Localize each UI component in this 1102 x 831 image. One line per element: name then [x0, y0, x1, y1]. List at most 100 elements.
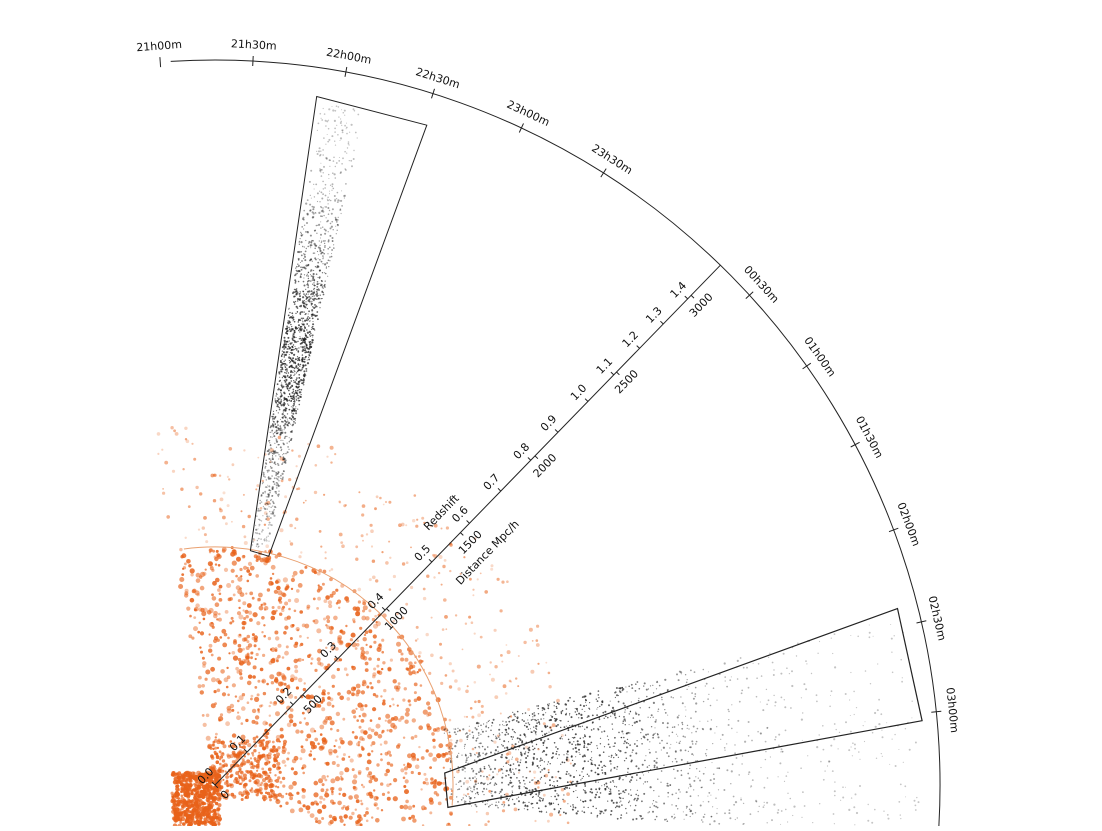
galaxy-point	[309, 355, 311, 357]
galaxy-point	[635, 774, 638, 776]
galaxy-point	[258, 743, 262, 748]
galaxy-point	[304, 351, 307, 354]
galaxy-point	[292, 390, 295, 393]
galaxy-point	[348, 815, 353, 820]
galaxy-point	[260, 494, 263, 497]
galaxy-point	[307, 281, 309, 283]
galaxy-point	[363, 633, 367, 637]
galaxy-point	[553, 808, 556, 811]
galaxy-point	[741, 755, 744, 757]
galaxy-point	[323, 242, 326, 245]
galaxy-point	[273, 514, 276, 517]
galaxy-point	[321, 286, 324, 288]
galaxy-point	[285, 398, 288, 401]
galaxy-point	[266, 502, 269, 505]
galaxy-point	[320, 700, 324, 704]
galaxy-point	[238, 614, 244, 620]
galaxy-point	[563, 794, 565, 796]
galaxy-point	[498, 771, 500, 773]
galaxy-point	[283, 458, 285, 460]
galaxy-point	[272, 511, 274, 513]
galaxy-point	[195, 572, 201, 578]
galaxy-point	[295, 407, 297, 409]
galaxy-point	[304, 267, 307, 270]
galaxy-point	[420, 788, 423, 791]
galaxy-point	[834, 781, 836, 783]
galaxy-point	[324, 792, 330, 798]
galaxy-point	[685, 791, 688, 794]
galaxy-point	[280, 366, 282, 368]
galaxy-point	[392, 619, 396, 623]
galaxy-point	[273, 502, 275, 505]
galaxy-point	[648, 771, 650, 773]
galaxy-point	[281, 382, 283, 384]
galaxy-point	[680, 769, 683, 772]
galaxy-point	[218, 758, 222, 761]
galaxy-point	[486, 746, 489, 748]
galaxy-point	[297, 300, 299, 302]
galaxy-point	[807, 755, 809, 757]
galaxy-point	[618, 790, 620, 792]
galaxy-point	[288, 713, 294, 719]
galaxy-point	[435, 727, 441, 733]
galaxy-point	[250, 694, 254, 698]
galaxy-point	[355, 820, 359, 825]
galaxy-point	[240, 798, 244, 801]
galaxy-point	[317, 819, 322, 825]
galaxy-point	[331, 761, 336, 765]
galaxy-point	[457, 687, 461, 691]
galaxy-point	[586, 716, 588, 719]
galaxy-point	[678, 714, 680, 717]
galaxy-point	[681, 702, 684, 705]
galaxy-point	[305, 355, 307, 358]
galaxy-point	[341, 806, 345, 810]
galaxy-point	[785, 808, 787, 811]
galaxy-point	[552, 752, 554, 755]
galaxy-point	[318, 211, 321, 214]
galaxy-point	[195, 578, 201, 583]
galaxy-point	[490, 567, 494, 571]
galaxy-point	[203, 792, 207, 797]
galaxy-point	[262, 691, 267, 696]
galaxy-point	[297, 364, 300, 366]
galaxy-point	[300, 231, 302, 234]
galaxy-point	[272, 423, 274, 425]
galaxy-point	[365, 807, 369, 811]
galaxy-point	[579, 726, 582, 728]
galaxy-point	[333, 173, 336, 176]
galaxy-point	[314, 464, 318, 467]
galaxy-point	[282, 404, 285, 407]
galaxy-point	[672, 697, 674, 699]
galaxy-point	[262, 473, 265, 476]
galaxy-point	[216, 796, 221, 802]
galaxy-point	[635, 752, 638, 755]
galaxy-point	[295, 312, 297, 315]
galaxy-point	[276, 786, 280, 789]
galaxy-point	[306, 222, 308, 224]
galaxy-point	[479, 775, 482, 777]
galaxy-point	[273, 758, 278, 763]
galaxy-point	[329, 234, 332, 237]
galaxy-point	[531, 713, 534, 715]
galaxy-point	[277, 494, 280, 497]
galaxy-point	[511, 798, 514, 801]
galaxy-point	[539, 760, 541, 762]
galaxy-point	[475, 805, 478, 808]
galaxy-point	[344, 767, 350, 773]
galaxy-point	[698, 770, 701, 772]
galaxy-point	[414, 672, 417, 675]
galaxy-point	[579, 774, 581, 777]
galaxy-point	[334, 131, 336, 133]
galaxy-point	[718, 767, 721, 770]
galaxy-point	[822, 748, 825, 751]
galaxy-point	[740, 692, 743, 695]
galaxy-point	[225, 764, 228, 767]
galaxy-point	[277, 776, 281, 780]
galaxy-point	[540, 738, 543, 742]
galaxy-point	[267, 476, 270, 479]
galaxy-point	[214, 602, 220, 607]
galaxy-point	[203, 802, 207, 805]
galaxy-point	[259, 754, 264, 759]
galaxy-point	[298, 377, 300, 379]
galaxy-point	[184, 536, 187, 539]
